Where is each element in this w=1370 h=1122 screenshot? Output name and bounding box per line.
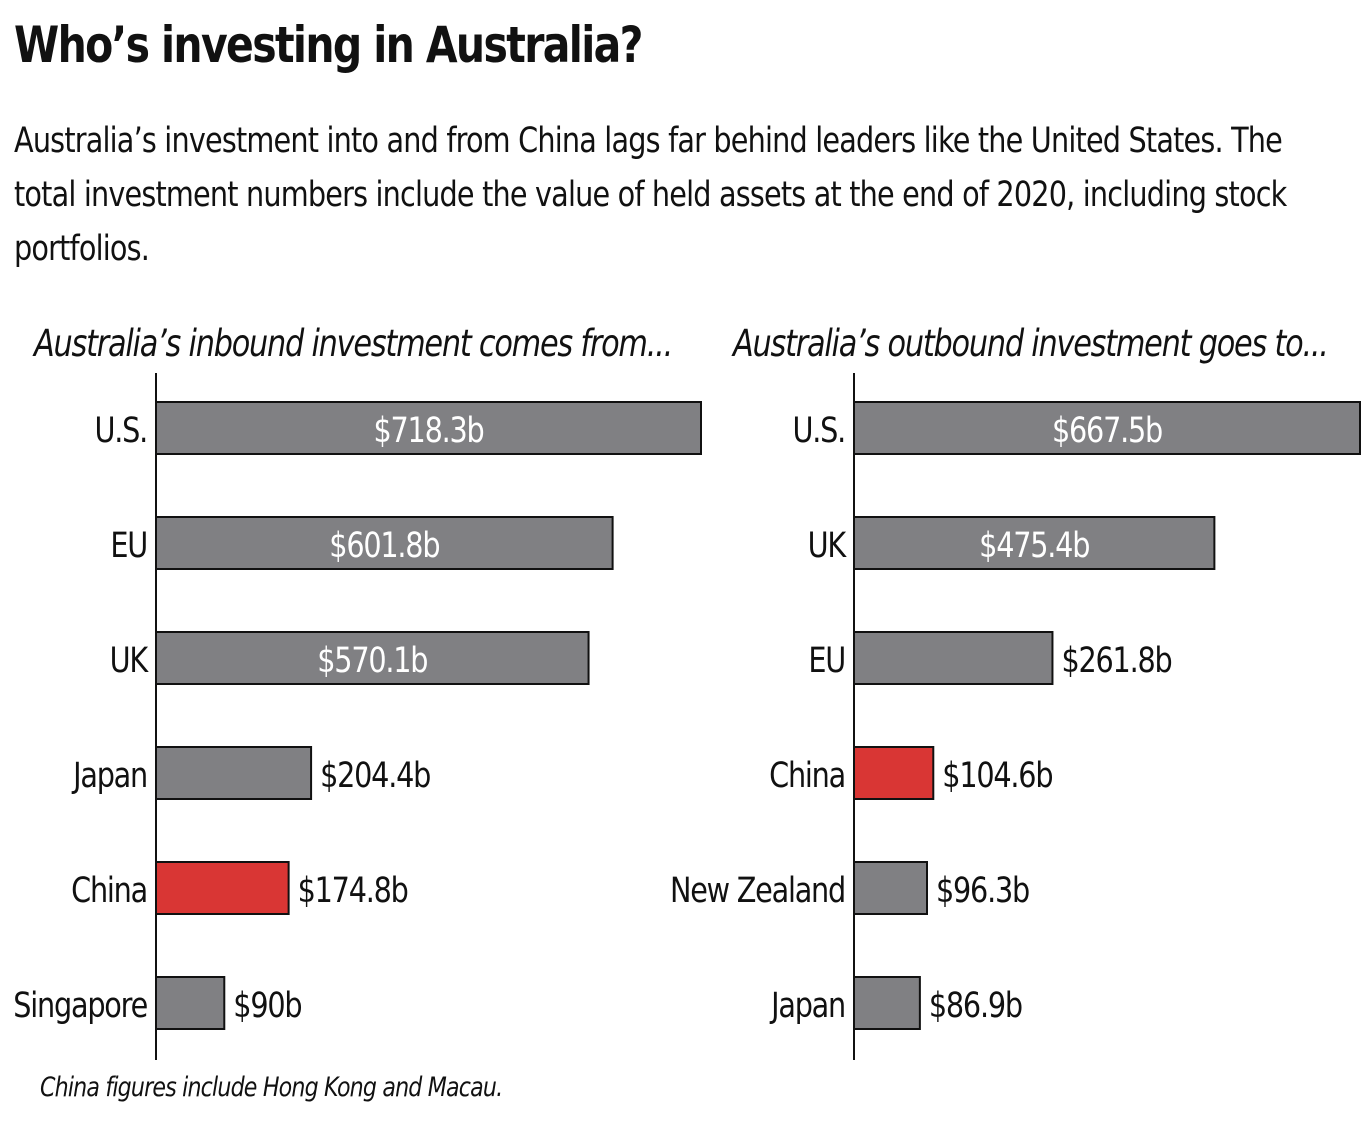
outbound-chart: Australia’s outbound investment goes to.… bbox=[670, 322, 1361, 1060]
bar-eu bbox=[155, 516, 614, 570]
value-label: $475.4b bbox=[979, 524, 1089, 566]
category-label: Japan bbox=[71, 754, 147, 796]
page-title: Who’s investing in Australia? bbox=[14, 16, 643, 74]
chart-title-0: Australia’s inbound investment comes fro… bbox=[32, 322, 672, 365]
inbound-chart: Australia’s inbound investment comes fro… bbox=[13, 322, 702, 1060]
value-label: $174.8b bbox=[298, 869, 408, 911]
category-label: EU bbox=[808, 639, 845, 681]
footnote: China figures include Hong Kong and Maca… bbox=[40, 1072, 503, 1103]
category-label: UK bbox=[808, 524, 848, 566]
category-label: China bbox=[769, 754, 845, 796]
bar-japan bbox=[155, 746, 313, 800]
bar-china bbox=[155, 861, 290, 915]
bar-china bbox=[853, 746, 935, 800]
value-label: $718.3b bbox=[373, 409, 483, 451]
chart-title-1: Australia’s outbound investment goes to.… bbox=[731, 322, 1327, 365]
category-label: UK bbox=[110, 639, 150, 681]
category-label: China bbox=[71, 869, 147, 911]
category-label: U.S. bbox=[94, 409, 147, 451]
value-label: $104.6b bbox=[942, 754, 1052, 796]
value-label: $601.8b bbox=[329, 524, 439, 566]
value-label: $667.5b bbox=[1052, 409, 1162, 451]
category-label: U.S. bbox=[792, 409, 845, 451]
bar-new-zealand bbox=[853, 861, 929, 915]
bar-eu bbox=[853, 631, 1054, 685]
value-label: $86.9b bbox=[929, 984, 1022, 1026]
value-label: $261.8b bbox=[1061, 639, 1171, 681]
value-label: $90b bbox=[233, 984, 301, 1026]
category-label: New Zealand bbox=[670, 869, 845, 911]
bar-singapore bbox=[155, 976, 226, 1030]
bar-japan bbox=[853, 976, 921, 1030]
value-label: $570.1b bbox=[317, 639, 427, 681]
category-label: EU bbox=[110, 524, 147, 566]
bar-u-s- bbox=[155, 401, 702, 455]
value-label: $96.3b bbox=[936, 869, 1029, 911]
category-label: Singapore bbox=[13, 984, 147, 1026]
bar-u-s- bbox=[853, 401, 1361, 455]
page-subtitle: Australia’s investment into and from Chi… bbox=[14, 121, 1287, 269]
bar-uk bbox=[155, 631, 590, 685]
category-label: Japan bbox=[769, 984, 845, 1026]
value-label: $204.4b bbox=[320, 754, 430, 796]
